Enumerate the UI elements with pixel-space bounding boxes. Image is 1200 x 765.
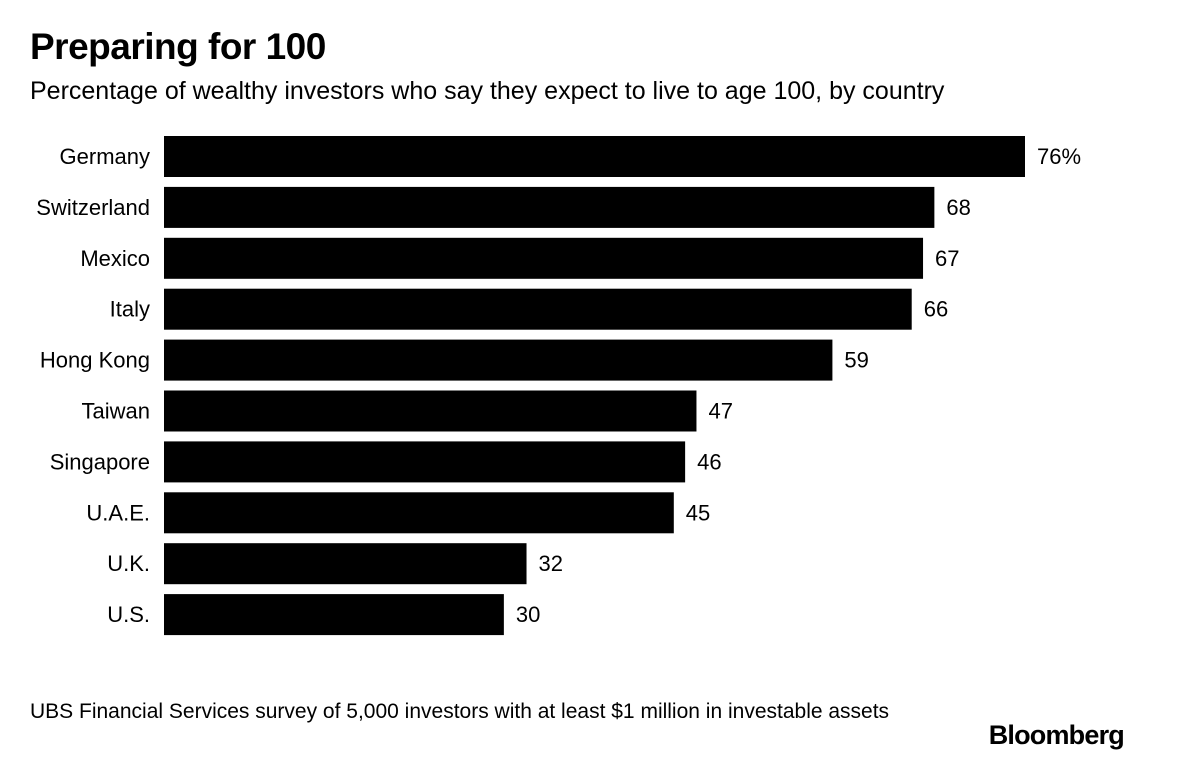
value-label: 30 [516, 602, 540, 627]
source-footnote: UBS Financial Services survey of 5,000 i… [30, 700, 890, 723]
chart-subtitle: Percentage of wealthy investors who say … [30, 77, 945, 105]
value-label: 76% [1037, 144, 1081, 169]
bar [164, 441, 686, 483]
category-label: U.A.E. [86, 500, 150, 525]
bar [164, 492, 674, 534]
category-label: Italy [110, 297, 150, 322]
value-label: 68 [946, 195, 970, 220]
bar [164, 288, 912, 330]
bar [164, 339, 833, 381]
bar [164, 390, 697, 432]
bar [164, 186, 935, 228]
bloomberg-logo: Bloomberg [988, 720, 1125, 750]
value-label: 45 [686, 500, 710, 525]
bar [164, 594, 504, 636]
category-label: Germany [60, 144, 150, 169]
value-label: 47 [708, 399, 732, 424]
category-label: U.K. [107, 551, 150, 576]
category-label: U.S. [107, 602, 150, 627]
chart-title: Preparing for 100 [30, 26, 326, 67]
category-label: Taiwan [82, 399, 150, 424]
bar [164, 136, 1025, 177]
category-label: Mexico [80, 246, 150, 271]
category-label: Hong Kong [40, 348, 150, 373]
category-label: Singapore [50, 449, 150, 474]
value-label: 66 [924, 297, 948, 322]
value-label: 46 [697, 449, 721, 474]
bar [164, 237, 924, 279]
value-label: 32 [539, 551, 563, 576]
category-label: Switzerland [36, 195, 150, 220]
value-label: 59 [844, 348, 868, 373]
bar [164, 543, 527, 585]
value-label: 67 [935, 246, 959, 271]
